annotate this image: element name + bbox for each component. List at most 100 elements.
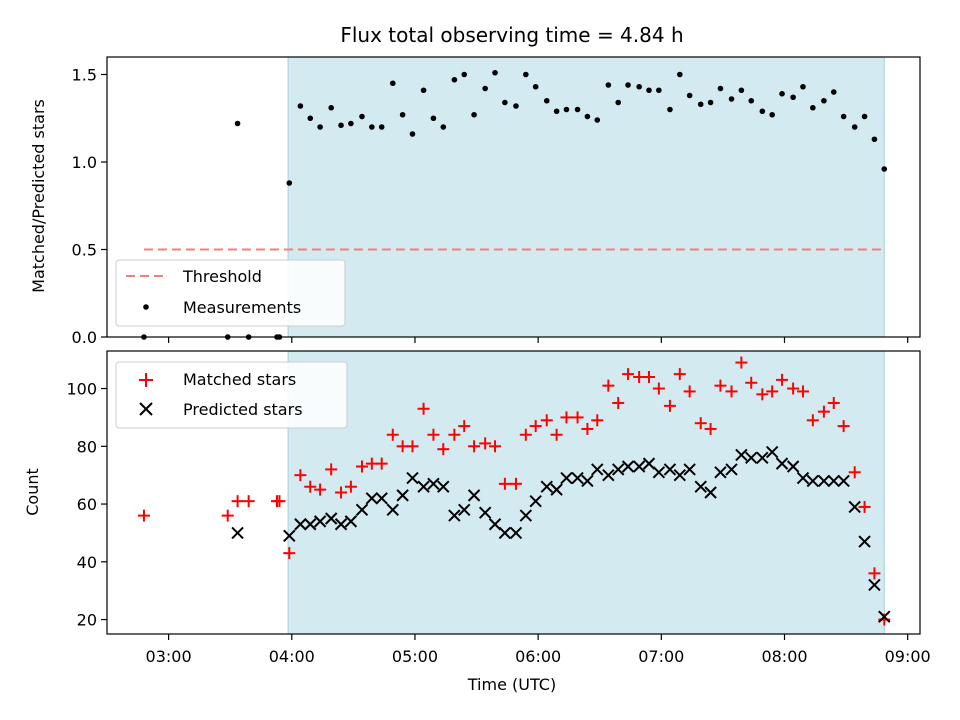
x-tick-label: 05:00 [392, 647, 438, 666]
measurement-point [881, 166, 888, 172]
matched-star-point [704, 422, 717, 435]
x-tick-label: 03:00 [146, 647, 192, 666]
measurement-point [389, 80, 396, 87]
measurement-point [399, 111, 406, 118]
measurement-point [409, 131, 416, 137]
matched-star-point [335, 486, 348, 499]
measurement-point [574, 106, 581, 113]
predicted-star-point [735, 448, 748, 462]
matched-star-point [848, 466, 861, 479]
measurement-point [769, 111, 775, 118]
matched-star-point [858, 500, 871, 513]
measurement-point [378, 124, 385, 130]
measurement-point [420, 87, 427, 94]
measurement-point [748, 97, 755, 104]
predicted-star-point [427, 477, 440, 491]
predicted-star-point [324, 512, 338, 525]
matched-star-point [294, 469, 307, 482]
matched-star-point [375, 457, 388, 470]
matched-star-point [868, 567, 881, 580]
measurement-point [532, 83, 539, 90]
top-observing-window [287, 56, 885, 338]
matched-star-point [540, 414, 553, 427]
predicted-star-point [417, 480, 430, 493]
x-tick-label: 06:00 [515, 647, 561, 666]
measurement-point [605, 82, 612, 88]
matched-star-point [581, 422, 594, 435]
matched-star-point [273, 495, 286, 508]
measurement-points [141, 69, 888, 340]
matched-star-point [386, 428, 399, 441]
matched-points [137, 356, 891, 626]
matched-star-point [694, 417, 707, 430]
predicted-star-point [704, 486, 717, 499]
predicted-star-point [467, 489, 481, 502]
matched-star-point [663, 399, 676, 412]
measurement-point [492, 69, 498, 76]
measurement-point [338, 122, 344, 129]
bottom-y-tick-label: 80 [77, 437, 97, 456]
matched-star-point [242, 495, 255, 508]
matched-star-point [529, 420, 542, 433]
measurement-point [646, 87, 652, 94]
predicted-star-point [437, 480, 450, 493]
predicted-star-point [365, 492, 379, 505]
matched-star-point [787, 382, 800, 395]
measurement-point [738, 87, 745, 94]
bottom-y-axis: 20 40 60 80 100 [66, 380, 107, 630]
top-legend: Threshold Measurements [115, 259, 346, 327]
predicted-star-point [837, 474, 850, 488]
matched-star-point [231, 495, 244, 508]
measurement-point [584, 113, 591, 120]
measurement-point [523, 71, 529, 78]
predicted-star-point [725, 463, 738, 476]
matched-star-point [519, 428, 532, 441]
top-panel: 0.0 0.5 1.0 1.5 Matched/Predicted stars Thr… [29, 56, 921, 347]
predicted-star-point [334, 518, 348, 531]
predicted-star-point [827, 474, 840, 488]
predicted-star-point [375, 492, 388, 505]
predicted-star-point [848, 500, 861, 514]
measurement-point [759, 108, 766, 115]
matched-star-point [756, 388, 769, 401]
predicted-star-point [714, 466, 727, 479]
bottom-observing-window [287, 350, 885, 635]
matched-star-point [725, 385, 738, 398]
legend-matched-label: Matched stars [183, 370, 296, 389]
matched-star-point [221, 509, 234, 522]
predicted-star-point [478, 506, 492, 519]
matched-star-point [745, 376, 758, 389]
measurement-point [451, 76, 458, 83]
matched-star-point [827, 396, 840, 409]
matched-star-point [448, 428, 461, 441]
bottom-y-tick-label: 40 [77, 553, 97, 572]
measurement-point [717, 85, 724, 92]
measurement-point [697, 101, 704, 108]
legend-predicted-label: Predicted stars [183, 400, 303, 419]
top-y-axis-label: Matched/Predicted stars [29, 99, 48, 293]
measurement-point [502, 99, 508, 106]
measurement-point [790, 94, 796, 101]
measurement-point [543, 97, 550, 104]
measurement-point [656, 87, 662, 94]
measurement-point [810, 104, 816, 111]
measurement-point [307, 115, 314, 122]
matched-star-point [591, 414, 604, 427]
bottom-y-tick-label: 60 [77, 495, 97, 514]
measurement-point [707, 99, 714, 106]
top-y-tick-label: 0.5 [72, 241, 97, 260]
predicted-points [231, 445, 891, 623]
matched-star-point [314, 483, 327, 496]
matched-star-point [468, 440, 481, 453]
measurement-point [594, 117, 601, 123]
measurement-point [851, 124, 858, 130]
predicted-star-point [344, 515, 358, 528]
predicted-star-point [694, 480, 707, 493]
predicted-star-point [806, 474, 820, 488]
predicted-star-point [509, 526, 523, 540]
predicted-star-point [294, 518, 307, 531]
matched-star-point [766, 385, 779, 398]
matched-star-point [437, 443, 450, 456]
measurement-point [317, 124, 323, 130]
predicted-star-point [765, 445, 779, 459]
